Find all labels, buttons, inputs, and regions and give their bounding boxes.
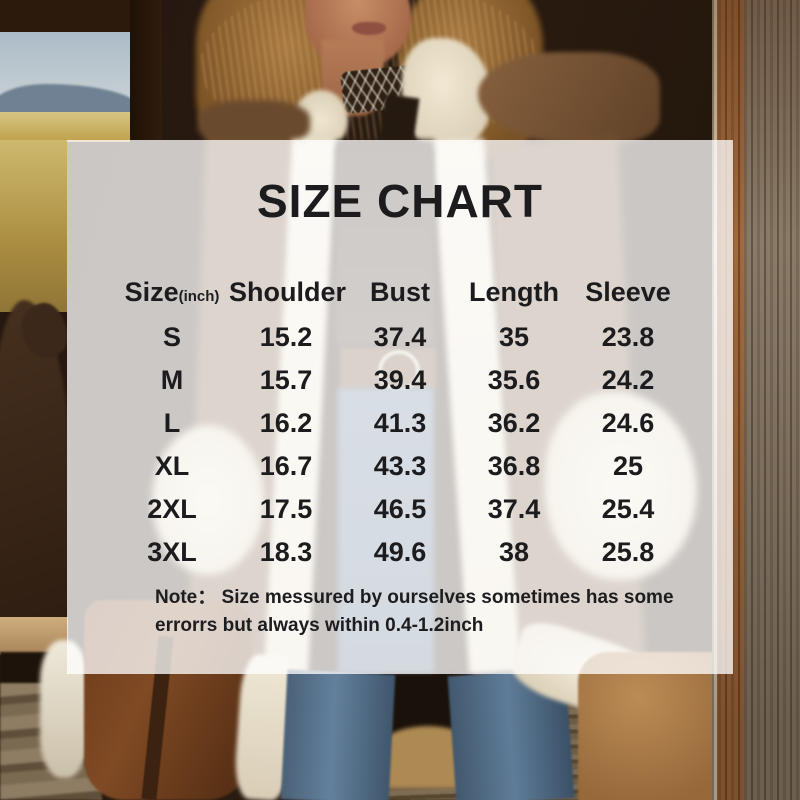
- coat-shoulder-right: [478, 52, 660, 144]
- size-row-label: M: [160, 365, 184, 395]
- table-cell: 25.4: [601, 494, 655, 524]
- model-lips: [352, 22, 386, 35]
- table-cell: 16.2: [259, 408, 313, 438]
- table-cell: 15.2: [259, 322, 313, 352]
- col-header-shoulder: Shoulder: [229, 276, 347, 307]
- col-header-size: Size(inch): [115, 268, 229, 316]
- table-cell: 24.6: [601, 408, 655, 438]
- table-cell: 25.8: [601, 537, 655, 567]
- table-cell: 15.7: [259, 365, 313, 395]
- table-cell: 18.3: [259, 537, 313, 567]
- table-row-3xl: 3XL 18.3 49.6 38 25.8: [115, 531, 685, 574]
- table-cell: 35.6: [487, 365, 541, 395]
- col-header-bust: Bust: [370, 276, 430, 307]
- note-text: Size messured by ourselves sometimes has…: [155, 587, 674, 636]
- size-row-label: 2XL: [147, 494, 197, 524]
- cow-right: [578, 652, 730, 800]
- table-row-m: M 15.7 39.4 35.6 24.2: [115, 359, 685, 402]
- fur-collar-right: [402, 38, 492, 150]
- size-chart-title: SIZE CHART: [257, 175, 543, 227]
- table-cell: 16.7: [259, 451, 313, 481]
- table-cell: 23.8: [601, 322, 655, 352]
- table-cell: 49.6: [373, 537, 427, 567]
- size-row-label: S: [162, 322, 181, 352]
- col-header-size-label: Size: [124, 276, 179, 307]
- col-header-sleeve: Sleeve: [585, 276, 671, 307]
- table-cell: 17.5: [259, 494, 313, 524]
- table-cell: 43.3: [373, 451, 427, 481]
- golden-field: [0, 112, 134, 142]
- size-row-label: 3XL: [147, 537, 197, 567]
- size-table-header-row: Size(inch) Shoulder Bust Length Sleeve: [115, 268, 685, 316]
- table-cell: 39.4: [373, 365, 427, 395]
- table-cell: 37.4: [373, 322, 427, 352]
- table-row-2xl: 2XL 17.5 46.5 37.4 25.4: [115, 488, 685, 531]
- measurement-note: Note： Size messured by ourselves sometim…: [155, 584, 703, 640]
- col-header-length: Length: [469, 276, 559, 307]
- col-header-size-unit: (inch): [178, 287, 220, 305]
- table-cell: 35: [498, 322, 530, 352]
- wood-beam-side: [130, 0, 162, 142]
- size-chart-panel: SIZE CHART Size(inch) Shoulder Bust Leng…: [67, 140, 733, 674]
- table-cell: 24.2: [601, 365, 655, 395]
- table-row-l: L 16.2 41.3 36.2 24.6: [115, 402, 685, 445]
- table-cell: 38: [498, 537, 530, 567]
- table-cell: 46.5: [373, 494, 427, 524]
- table-row-s: S 15.2 37.4 35 23.8: [115, 316, 685, 359]
- table-cell: 36.2: [487, 408, 541, 438]
- size-table: Size(inch) Shoulder Bust Length Sleeve S…: [115, 268, 685, 574]
- table-cell: 25: [612, 451, 644, 481]
- jeans-leg-left: [280, 669, 396, 800]
- note-label: Note：: [155, 587, 217, 608]
- table-cell: 41.3: [373, 408, 427, 438]
- golden-hillside: [0, 140, 67, 312]
- size-row-label: L: [163, 408, 181, 438]
- table-cell: 37.4: [487, 494, 541, 524]
- coat-shoulder-left: [198, 100, 310, 146]
- size-row-label: XL: [154, 451, 190, 481]
- table-row-xl: XL 16.7 43.3 36.8 25: [115, 445, 685, 488]
- table-cell: 36.8: [487, 451, 541, 481]
